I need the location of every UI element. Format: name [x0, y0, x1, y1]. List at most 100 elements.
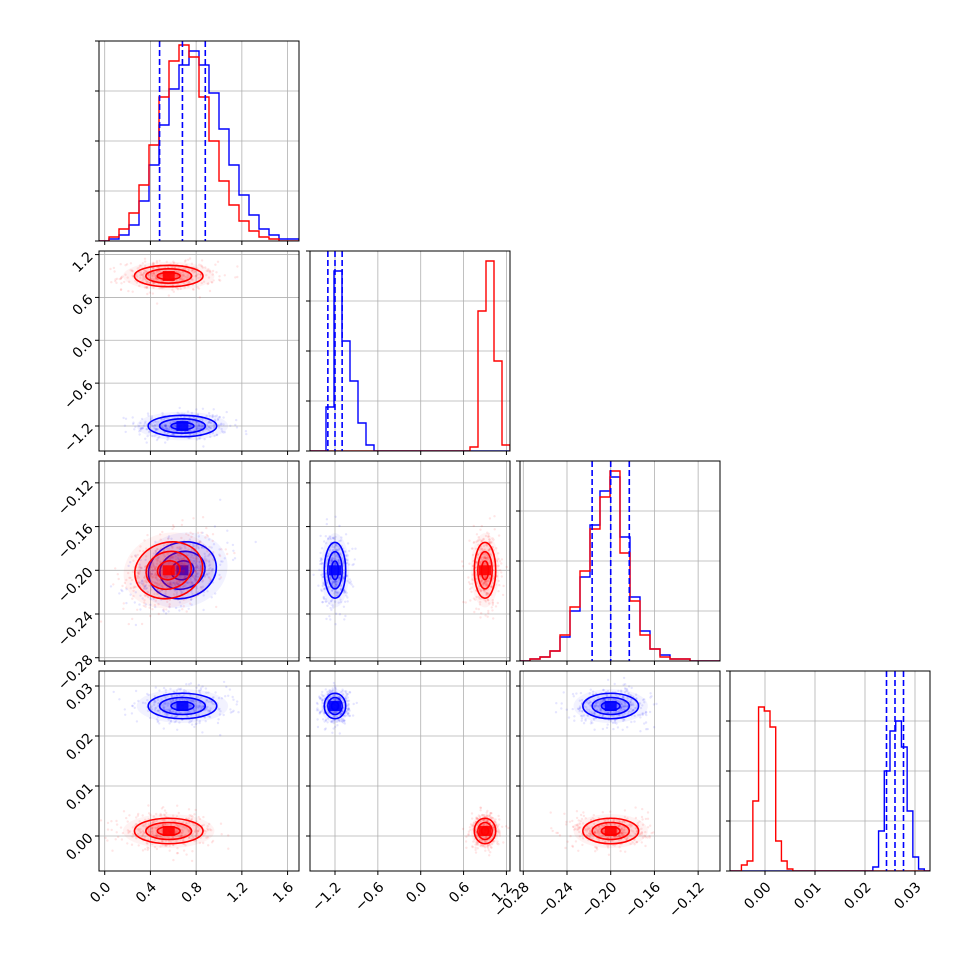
sample-point: [471, 573, 474, 576]
sample-point: [348, 691, 352, 694]
sample-point: [193, 559, 196, 562]
sample-point: [154, 686, 157, 689]
sample-point: [236, 265, 239, 268]
sample-point: [342, 719, 345, 722]
sample-point: [138, 566, 141, 569]
sample-point: [616, 699, 619, 702]
sample-point: [340, 691, 343, 694]
sample-point: [600, 835, 603, 838]
sample-point: [180, 523, 184, 527]
sample-point: [187, 830, 191, 833]
sample-point: [318, 695, 321, 698]
sample-point: [486, 531, 489, 534]
sample-point: [143, 836, 147, 839]
sample-point: [482, 818, 485, 822]
sample-point: [485, 579, 489, 582]
sample-point: [171, 527, 174, 531]
sample-point: [180, 832, 184, 835]
sample-point: [139, 594, 142, 597]
sample-point: [482, 814, 486, 817]
sample-point: [193, 709, 196, 712]
sample-point: [154, 599, 157, 602]
sample-point: [152, 266, 155, 270]
sample-point: [601, 834, 605, 837]
sample-point: [209, 421, 212, 424]
sample-point: [137, 425, 141, 428]
sample-point: [187, 280, 190, 284]
sample-point: [625, 687, 629, 691]
sample-point: [335, 583, 338, 586]
sample-point: [195, 686, 198, 689]
sample-point: [593, 704, 596, 708]
sample-point: [206, 573, 209, 576]
y-tick-label: −0.20: [55, 565, 97, 607]
sample-point: [331, 687, 334, 690]
sample-point: [201, 425, 204, 428]
sample-point: [155, 277, 158, 280]
sample-point: [202, 815, 205, 819]
sample-point: [192, 288, 195, 291]
sample-point: [321, 694, 324, 698]
hist-panel-2: [520, 461, 720, 661]
sample-point: [157, 612, 160, 616]
sample-point: [483, 590, 486, 593]
sample-point: [140, 835, 144, 838]
sample-point: [145, 286, 148, 289]
sample-point: [185, 540, 188, 543]
sample-point: [485, 579, 488, 583]
sample-point: [492, 839, 496, 843]
sample-point: [346, 558, 349, 562]
sample-point: [212, 550, 215, 554]
sample-point: [144, 605, 147, 608]
sample-point: [144, 269, 147, 273]
sample-point: [194, 570, 197, 573]
sample-point: [501, 825, 504, 828]
sample-point: [196, 413, 200, 416]
sample-point: [197, 689, 201, 692]
sample-point: [652, 726, 656, 729]
sample-point: [218, 415, 221, 419]
sample-point: [353, 558, 356, 561]
sample-point: [153, 426, 156, 430]
sample-point: [475, 841, 478, 844]
sample-point: [351, 547, 354, 550]
sample-point: [191, 815, 194, 818]
sample-point: [227, 834, 230, 837]
sample-point: [114, 567, 117, 570]
sample-point: [171, 545, 174, 548]
sample-point: [610, 698, 613, 701]
sample-point: [338, 524, 341, 528]
sample-point: [191, 278, 194, 282]
sample-point: [629, 700, 632, 703]
sample-point: [164, 424, 167, 428]
sample-point: [122, 602, 126, 605]
sample-point: [164, 592, 167, 595]
sample-point: [142, 424, 146, 427]
sample-point: [218, 553, 221, 556]
sample-point: [141, 833, 145, 836]
sample-point: [163, 555, 166, 558]
sample-point: [470, 586, 473, 589]
sample-point: [158, 582, 161, 585]
sample-point: [125, 601, 128, 605]
sample-point: [325, 542, 328, 545]
sample-point: [504, 825, 508, 828]
sample-point: [344, 533, 348, 536]
sample-point: [468, 539, 471, 542]
sample-point: [219, 563, 222, 566]
sample-point: [232, 698, 235, 701]
sample-point: [571, 707, 574, 711]
sample-point: [330, 558, 333, 561]
sample-point: [184, 822, 187, 825]
sample-point: [484, 600, 488, 603]
sample-point: [159, 560, 162, 563]
sample-point: [320, 589, 323, 593]
sample-point: [488, 538, 491, 541]
sample-point: [179, 555, 182, 558]
sample-point: [194, 575, 198, 578]
sample-point: [142, 604, 145, 607]
sample-point: [607, 711, 610, 714]
sample-point: [332, 580, 336, 584]
sample-point: [626, 705, 629, 708]
sample-point: [478, 597, 481, 600]
